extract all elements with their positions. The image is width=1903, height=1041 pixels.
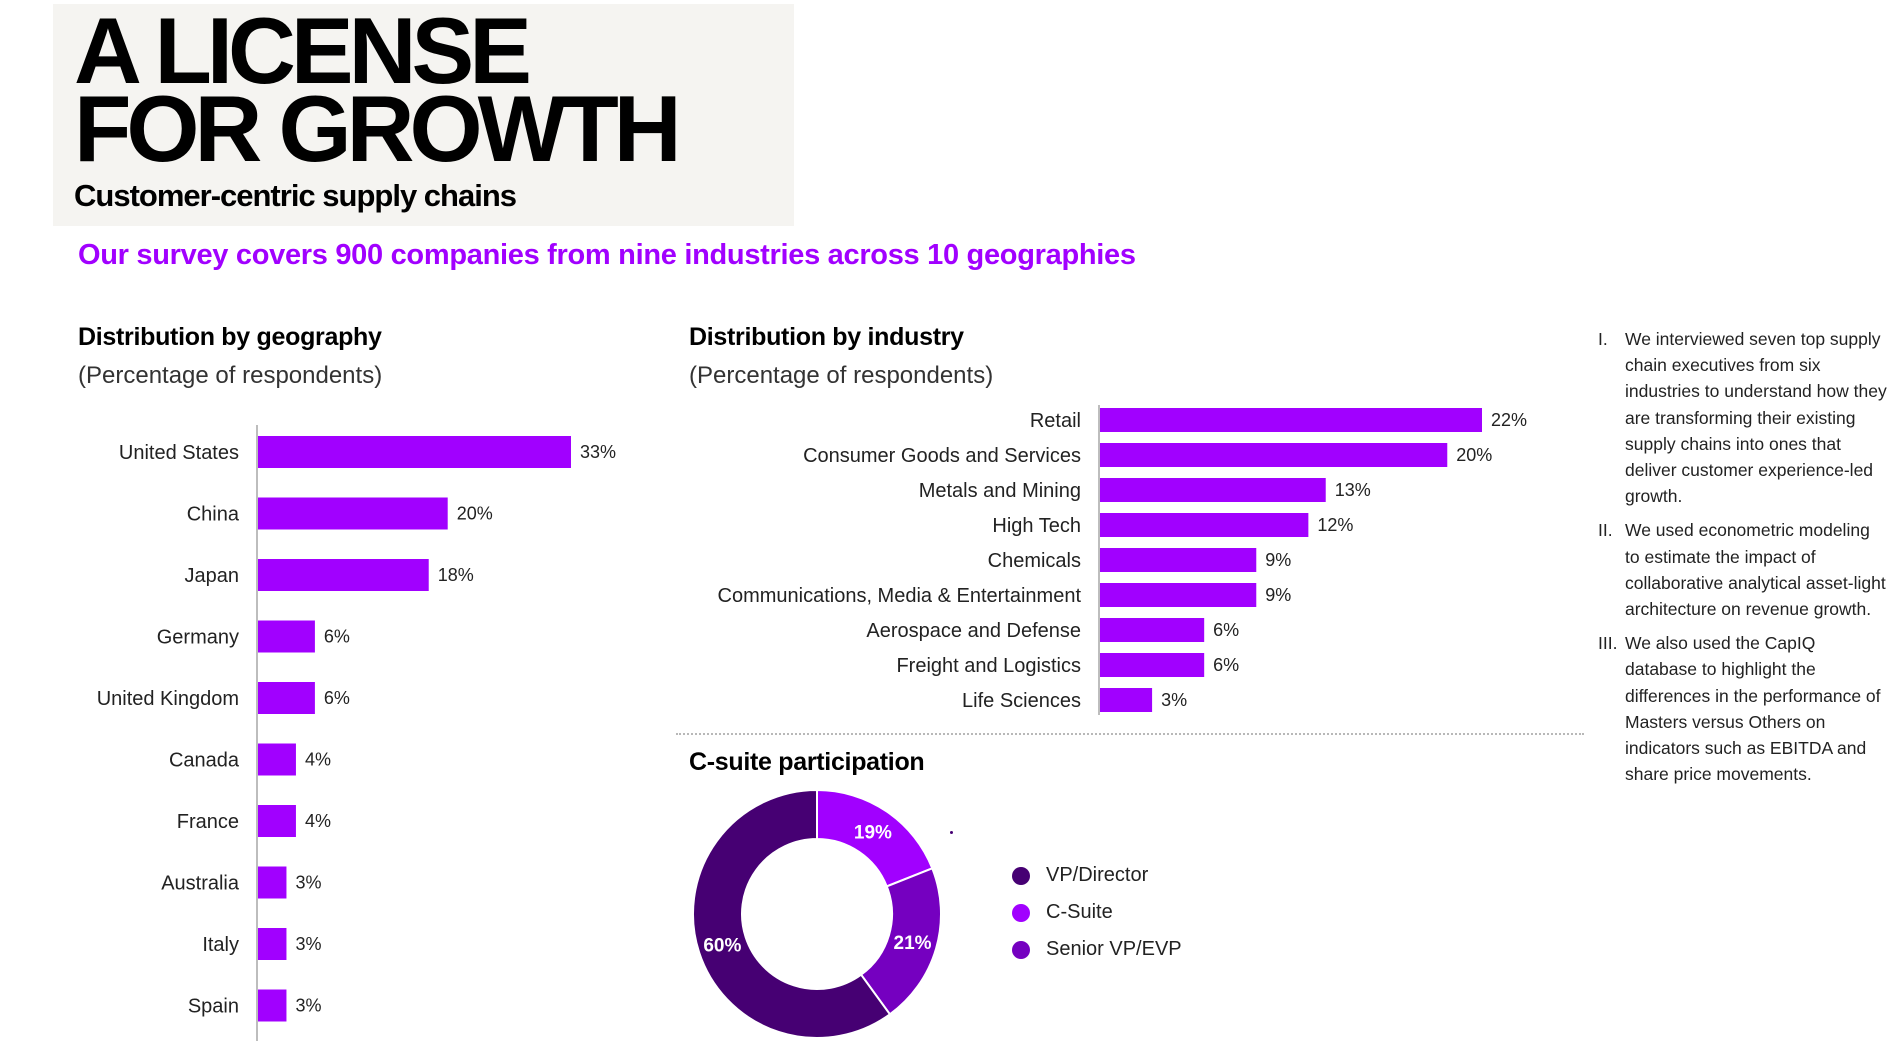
bar: [258, 620, 315, 653]
bar: [258, 436, 571, 468]
value-label: 6%: [1213, 620, 1239, 640]
category-label: Communications, Media & Entertainment: [718, 585, 1082, 607]
legend-label-senior-vp: Senior VP/EVP: [1046, 938, 1182, 960]
category-label: Canada: [169, 750, 240, 772]
legend-item-senior-vp: Senior VP/EVP: [1012, 931, 1182, 968]
note-text: We used econometric modeling to estimate…: [1625, 520, 1886, 620]
bar: [258, 866, 287, 899]
title-background: [53, 4, 794, 226]
category-label: Life Sciences: [962, 690, 1081, 712]
legend-item-c-suite: C-Suite: [1012, 894, 1182, 931]
category-label: Spain: [188, 996, 239, 1018]
value-label: 3%: [295, 873, 321, 893]
category-label: United Kingdom: [97, 688, 239, 710]
bar: [258, 559, 429, 591]
bar: [258, 928, 287, 960]
bar: [258, 989, 287, 1022]
donut-segment: [692, 788, 892, 1039]
bar: [1100, 478, 1326, 502]
bar: [1100, 688, 1153, 712]
bar: [1100, 618, 1205, 642]
note-item: III. We also used the CapIQ database to …: [1598, 630, 1888, 787]
methodology-notes: I. We interviewed seven top supply chain…: [1598, 326, 1888, 795]
note-item: II. We used econometric modeling to esti…: [1598, 517, 1888, 622]
value-label: 3%: [295, 934, 321, 954]
note-text: We interviewed seven top supply chain ex…: [1625, 329, 1887, 507]
category-label: Metals and Mining: [919, 480, 1081, 502]
bar: [1100, 653, 1205, 677]
category-label: Freight and Logistics: [896, 655, 1081, 677]
category-label: Aerospace and Defense: [866, 620, 1081, 642]
bar: [258, 682, 315, 714]
value-label: 22%: [1491, 410, 1527, 430]
bar: [1100, 513, 1309, 537]
category-label: High Tech: [992, 515, 1081, 537]
value-label: 20%: [1456, 445, 1492, 465]
bar: [1100, 548, 1257, 572]
category-label: United States: [119, 442, 239, 464]
value-label: 9%: [1265, 585, 1291, 605]
category-label: Australia: [161, 873, 240, 895]
note-number: III.: [1598, 633, 1618, 654]
category-label: Japan: [185, 565, 240, 587]
value-label: 6%: [324, 688, 350, 708]
bar: [1100, 443, 1448, 467]
geo-chart-title: Distribution by geography: [78, 323, 382, 351]
stray-dot: [950, 831, 953, 834]
value-label: 6%: [1213, 655, 1239, 675]
csuite-donut-chart: 19% 21% 60%: [692, 788, 942, 1039]
category-label: Chemicals: [988, 550, 1081, 572]
csuite-legend: VP/Director C-Suite Senior VP/EVP: [1012, 857, 1182, 968]
category-label: France: [177, 811, 239, 833]
c-suite-swatch: [1012, 903, 1030, 922]
csuite-chart-title: C-suite participation: [689, 748, 925, 776]
value-label: 9%: [1265, 550, 1291, 570]
value-label: 3%: [1161, 690, 1187, 710]
geo-chart-subtitle: (Percentage of respondents): [78, 362, 383, 389]
survey-headline: Our survey covers 900 companies from nin…: [78, 239, 1136, 271]
value-label: 13%: [1335, 480, 1371, 500]
category-label: Italy: [202, 934, 239, 956]
title-line-1: A LICENSE: [74, 0, 532, 103]
senior-vp-swatch: [1012, 940, 1030, 959]
industry-chart-subtitle: (Percentage of respondents): [689, 362, 994, 389]
industry-chart-title: Distribution by industry: [689, 323, 964, 351]
category-label: Germany: [157, 627, 239, 649]
value-label: 33%: [580, 442, 616, 462]
note-text: We also used the CapIQ database to highl…: [1625, 633, 1881, 785]
title-line-2: FOR GROWTH: [74, 76, 682, 181]
value-label: 18%: [438, 565, 474, 585]
geography-bar-chart: United States 33% China 20% Japan 18% Germany 6…: [97, 425, 616, 1041]
category-label: Retail: [1030, 410, 1081, 432]
bar: [258, 805, 296, 837]
segment-label: 19%: [854, 823, 892, 844]
industry-bar-chart: Retail 22% Consumer Goods and Services 20% M…: [718, 405, 1527, 715]
vp-director-swatch: [1012, 866, 1030, 885]
bar: [258, 497, 448, 530]
value-label: 3%: [295, 996, 321, 1016]
value-label: 20%: [457, 504, 493, 524]
legend-label-c-suite: C-Suite: [1046, 901, 1113, 923]
bar: [1100, 583, 1257, 607]
section-divider: [676, 733, 1584, 735]
legend-label-vp-director: VP/Director: [1046, 864, 1149, 886]
note-item: I. We interviewed seven top supply chain…: [1598, 326, 1888, 509]
value-label: 4%: [305, 750, 331, 770]
bar: [1100, 408, 1482, 432]
value-label: 12%: [1317, 515, 1353, 535]
category-label: Consumer Goods and Services: [803, 445, 1081, 467]
value-label: 6%: [324, 627, 350, 647]
note-number: II.: [1598, 520, 1613, 541]
bar: [258, 743, 296, 776]
report-subtitle: Customer-centric supply chains: [74, 178, 517, 213]
value-label: 4%: [305, 811, 331, 831]
segment-label: 60%: [703, 936, 741, 957]
note-number: I.: [1598, 329, 1608, 349]
segment-label: 21%: [894, 933, 932, 954]
category-label: China: [187, 504, 240, 526]
legend-item-vp-director: VP/Director: [1012, 857, 1182, 894]
